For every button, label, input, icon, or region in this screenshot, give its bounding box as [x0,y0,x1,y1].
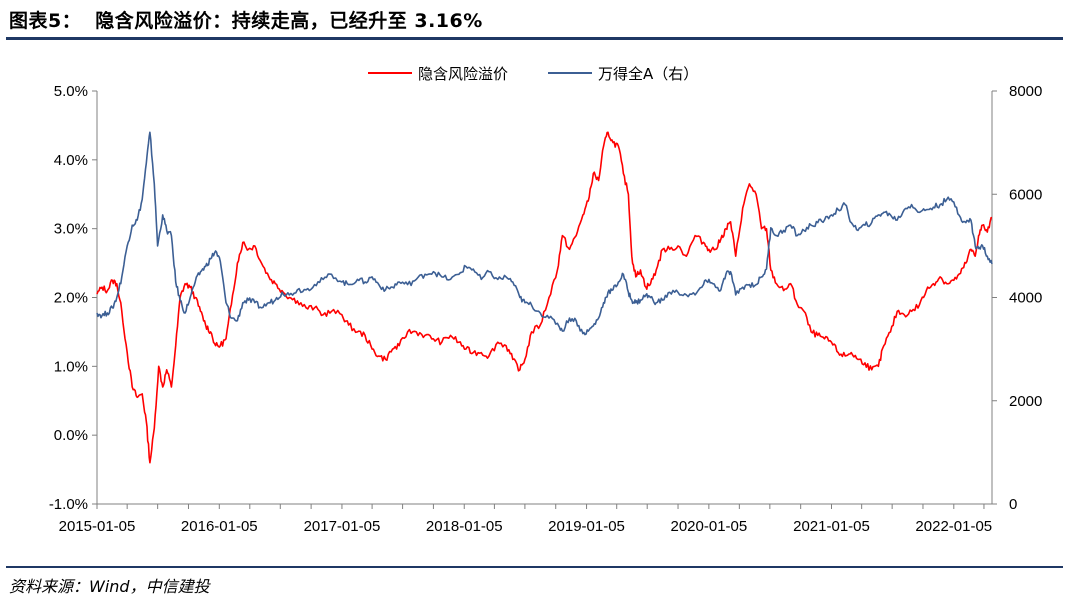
left-tick-label: -1.0% [49,496,88,513]
legend-label: 万得全A（右） [598,65,698,83]
legend-label: 隐含风险溢价 [418,65,508,83]
x-tick-label: 2015-01-05 [59,518,136,535]
title-rule [6,37,1063,40]
right-tick-label: 0 [1009,496,1017,513]
left-tick-label: 3.0% [54,221,88,238]
figure-label: 图表5： [9,10,82,32]
x-tick-label: 2021-01-05 [793,518,870,535]
left-tick-label: 0.0% [54,427,88,444]
x-tick-label: 2019-01-05 [548,518,625,535]
x-tick-label: 2017-01-05 [304,518,381,535]
left-tick-label: 2.0% [54,290,88,307]
right-tick-label: 6000 [1009,186,1042,203]
left-tick-label: 1.0% [54,358,88,375]
right-tick-label: 8000 [1009,83,1042,100]
x-tick-label: 2016-01-05 [181,518,258,535]
figure-title-text: 隐含风险溢价：持续走高，已经升至 3.16% [95,10,483,32]
left-tick-label: 4.0% [54,152,88,169]
left-tick-label: 5.0% [54,83,88,100]
right-tick-label: 2000 [1009,393,1042,410]
x-tick-label: 2018-01-05 [426,518,503,535]
figure-title: 图表5： 隐含风险溢价：持续走高，已经升至 3.16% [9,6,483,33]
x-tick-label: 2020-01-05 [670,518,747,535]
x-tick-label: 2022-01-05 [915,518,992,535]
index-series-line [96,131,993,336]
source-note: 资料来源：Wind，中信建投 [9,577,210,596]
premium-series-line [96,131,992,464]
right-tick-label: 4000 [1009,290,1042,307]
source-rule [6,566,1063,568]
